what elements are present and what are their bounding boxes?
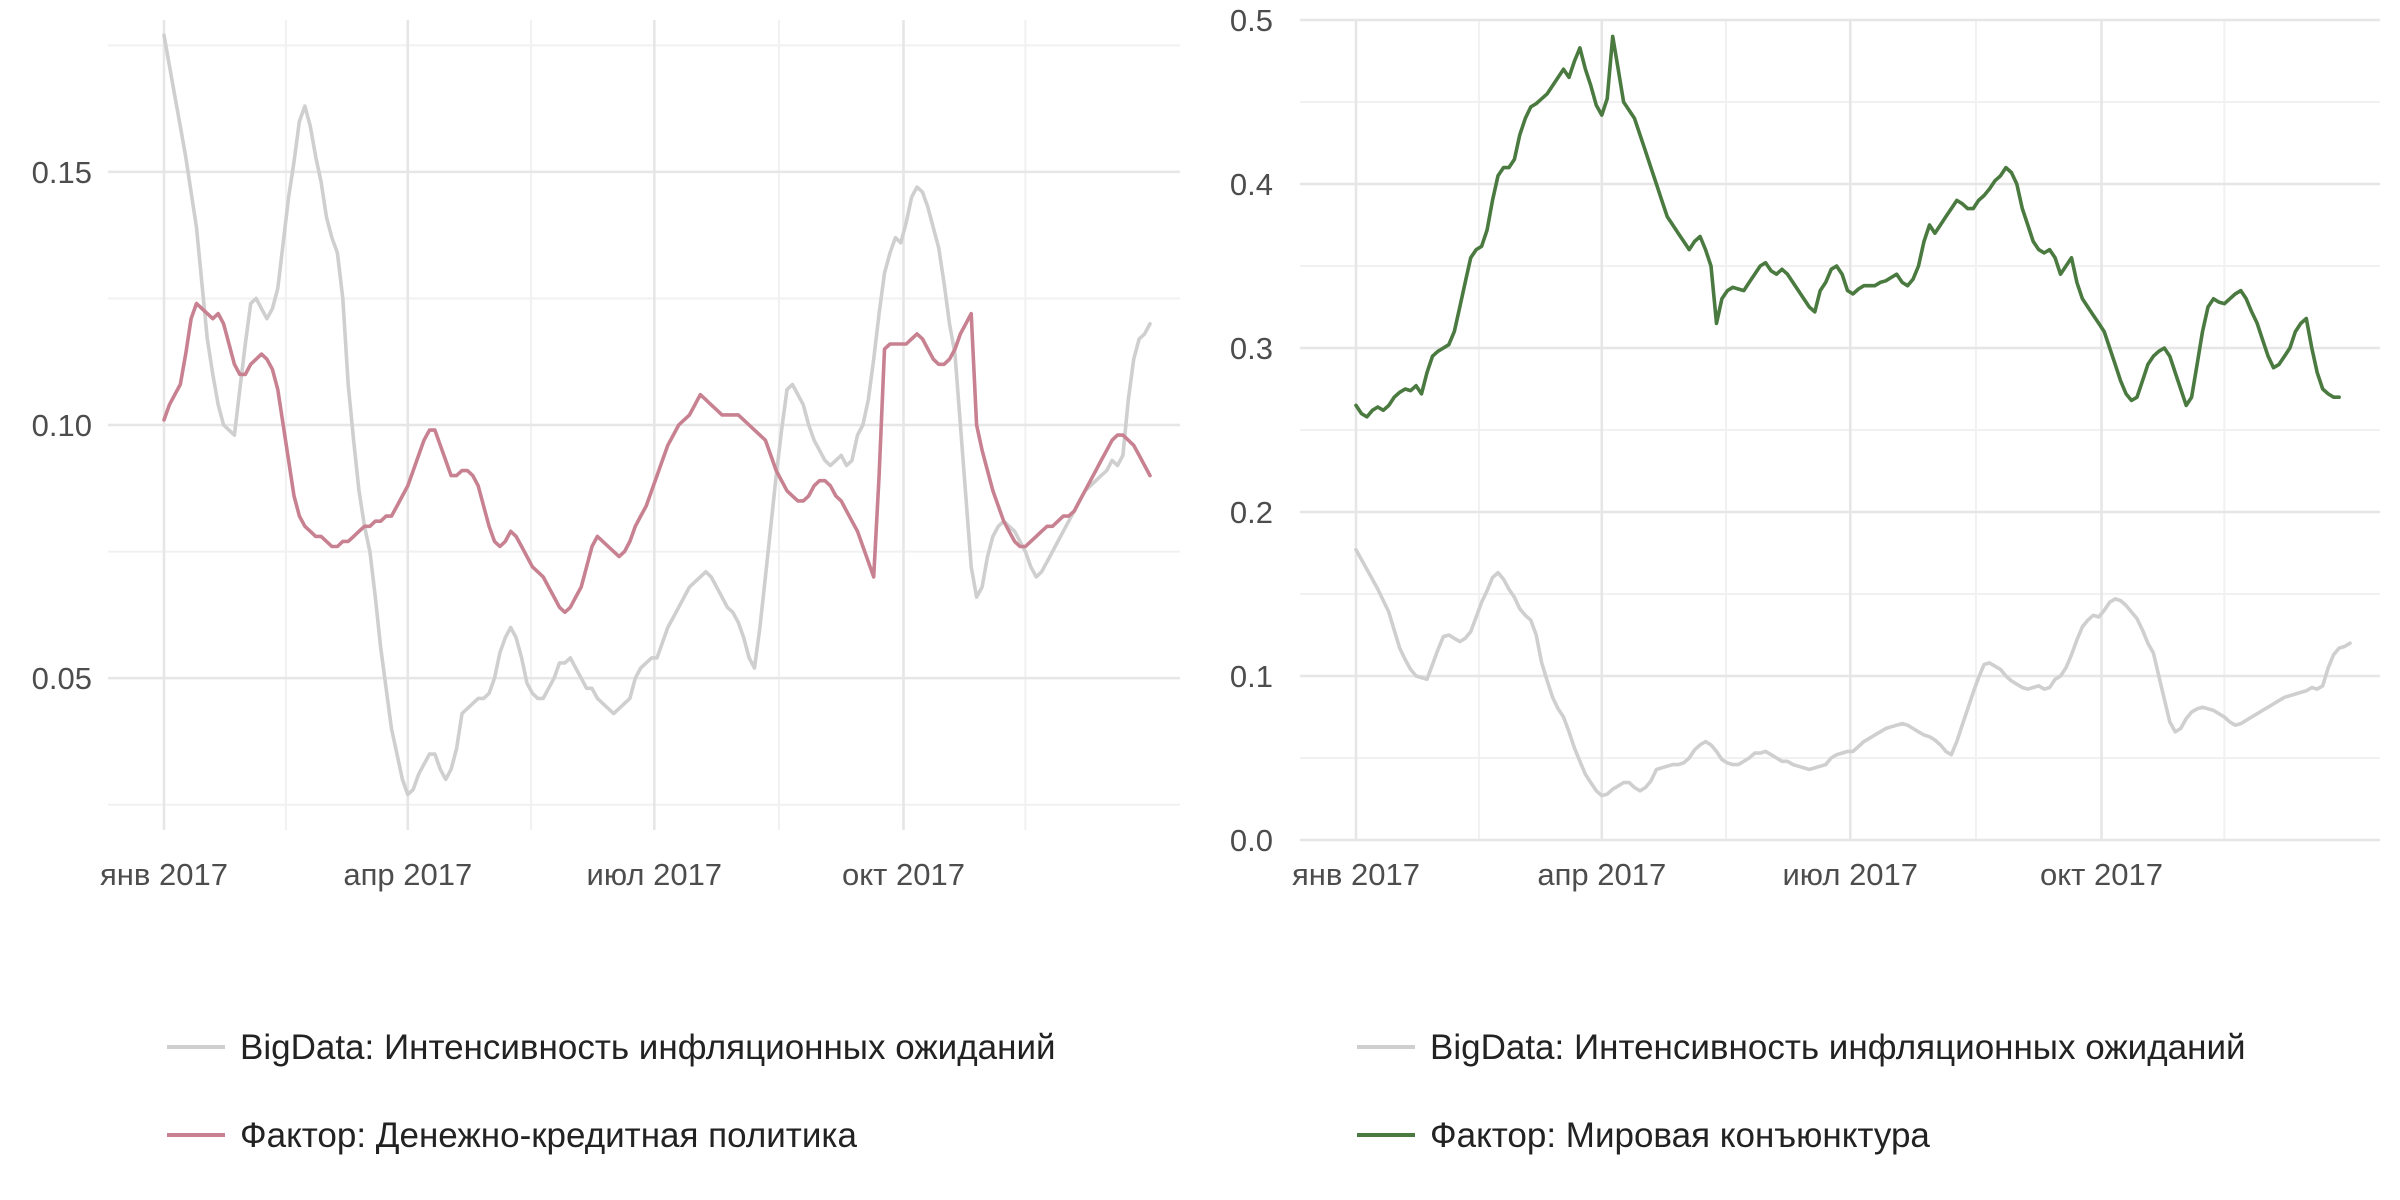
x-tick-label: июл 2017 [587, 857, 723, 892]
x-axis: янв 2017 апр 2017 июл 2017 окт 2017 [100, 857, 965, 892]
y-tick-label: 0.1 [1230, 659, 1273, 694]
series-line-monetary [162, 301, 1152, 615]
y-tick-label: 0.0 [1230, 823, 1273, 858]
legend-item-world-conditions: Фактор: Мировая конъюнктура [1357, 1088, 2400, 1176]
series-line-bigdata [1354, 547, 2352, 798]
legend-swatch-monetary-policy [167, 1133, 225, 1137]
x-tick-label: янв 2017 [100, 857, 228, 892]
grid [108, 20, 1180, 830]
legend-item-bigdata: BigData: Интенсивность инфляционных ожид… [1357, 1000, 2400, 1088]
y-tick-label: 0.2 [1230, 495, 1273, 530]
legend-swatch-bigdata [167, 1045, 225, 1049]
x-tick-label: окт 2017 [842, 857, 965, 892]
y-tick-label: 0.3 [1230, 331, 1273, 366]
y-tick-label: 0.15 [32, 155, 92, 190]
legend-item-bigdata: BigData: Интенсивность инфляционных ожид… [167, 1000, 1267, 1088]
y-axis: 0.0 0.1 0.2 0.3 0.4 0.5 [1230, 3, 1273, 858]
y-tick-label: 0.5 [1230, 3, 1273, 38]
x-tick-label: окт 2017 [2040, 857, 2163, 892]
legend-right: BigData: Интенсивность инфляционных ожид… [1357, 1000, 2400, 1176]
chart-panel-left: 0.05 0.10 0.15 янв 2017 апр 2017 июл 2017 окт … [32, 20, 1180, 892]
x-tick-label: апр 2017 [1537, 857, 1666, 892]
grid [1300, 18, 2380, 842]
legend-swatch-bigdata [1357, 1045, 1415, 1049]
legend-label-bigdata: BigData: Интенсивность инфляционных ожид… [240, 1028, 1056, 1067]
series-line-world [1354, 34, 2341, 419]
x-tick-label: апр 2017 [343, 857, 472, 892]
y-tick-label: 0.4 [1230, 167, 1273, 202]
x-tick-label: янв 2017 [1292, 857, 1420, 892]
y-tick-label: 0.05 [32, 661, 92, 696]
legend-item-monetary-policy: Фактор: Денежно-кредитная политика [167, 1088, 1267, 1176]
legend-swatch-world-conditions [1357, 1133, 1415, 1137]
y-axis: 0.05 0.10 0.15 [32, 155, 92, 696]
legend-label-monetary-policy: Фактор: Денежно-кредитная политика [240, 1116, 857, 1155]
legend-left: BigData: Интенсивность инфляционных ожид… [167, 1000, 1267, 1176]
legend-label-world-conditions: Фактор: Мировая конъюнктура [1430, 1116, 1930, 1155]
x-tick-label: июл 2017 [1782, 857, 1918, 892]
chart-panel-right: 0.0 0.1 0.2 0.3 0.4 0.5 янв 2017 апр 2017 июл 20… [1230, 3, 2380, 892]
legend-label-bigdata: BigData: Интенсивность инфляционных ожид… [1430, 1028, 2246, 1067]
x-axis: янв 2017 апр 2017 июл 2017 окт 2017 [1292, 857, 2163, 892]
y-tick-label: 0.10 [32, 408, 92, 443]
series-line-bigdata [162, 33, 1152, 797]
